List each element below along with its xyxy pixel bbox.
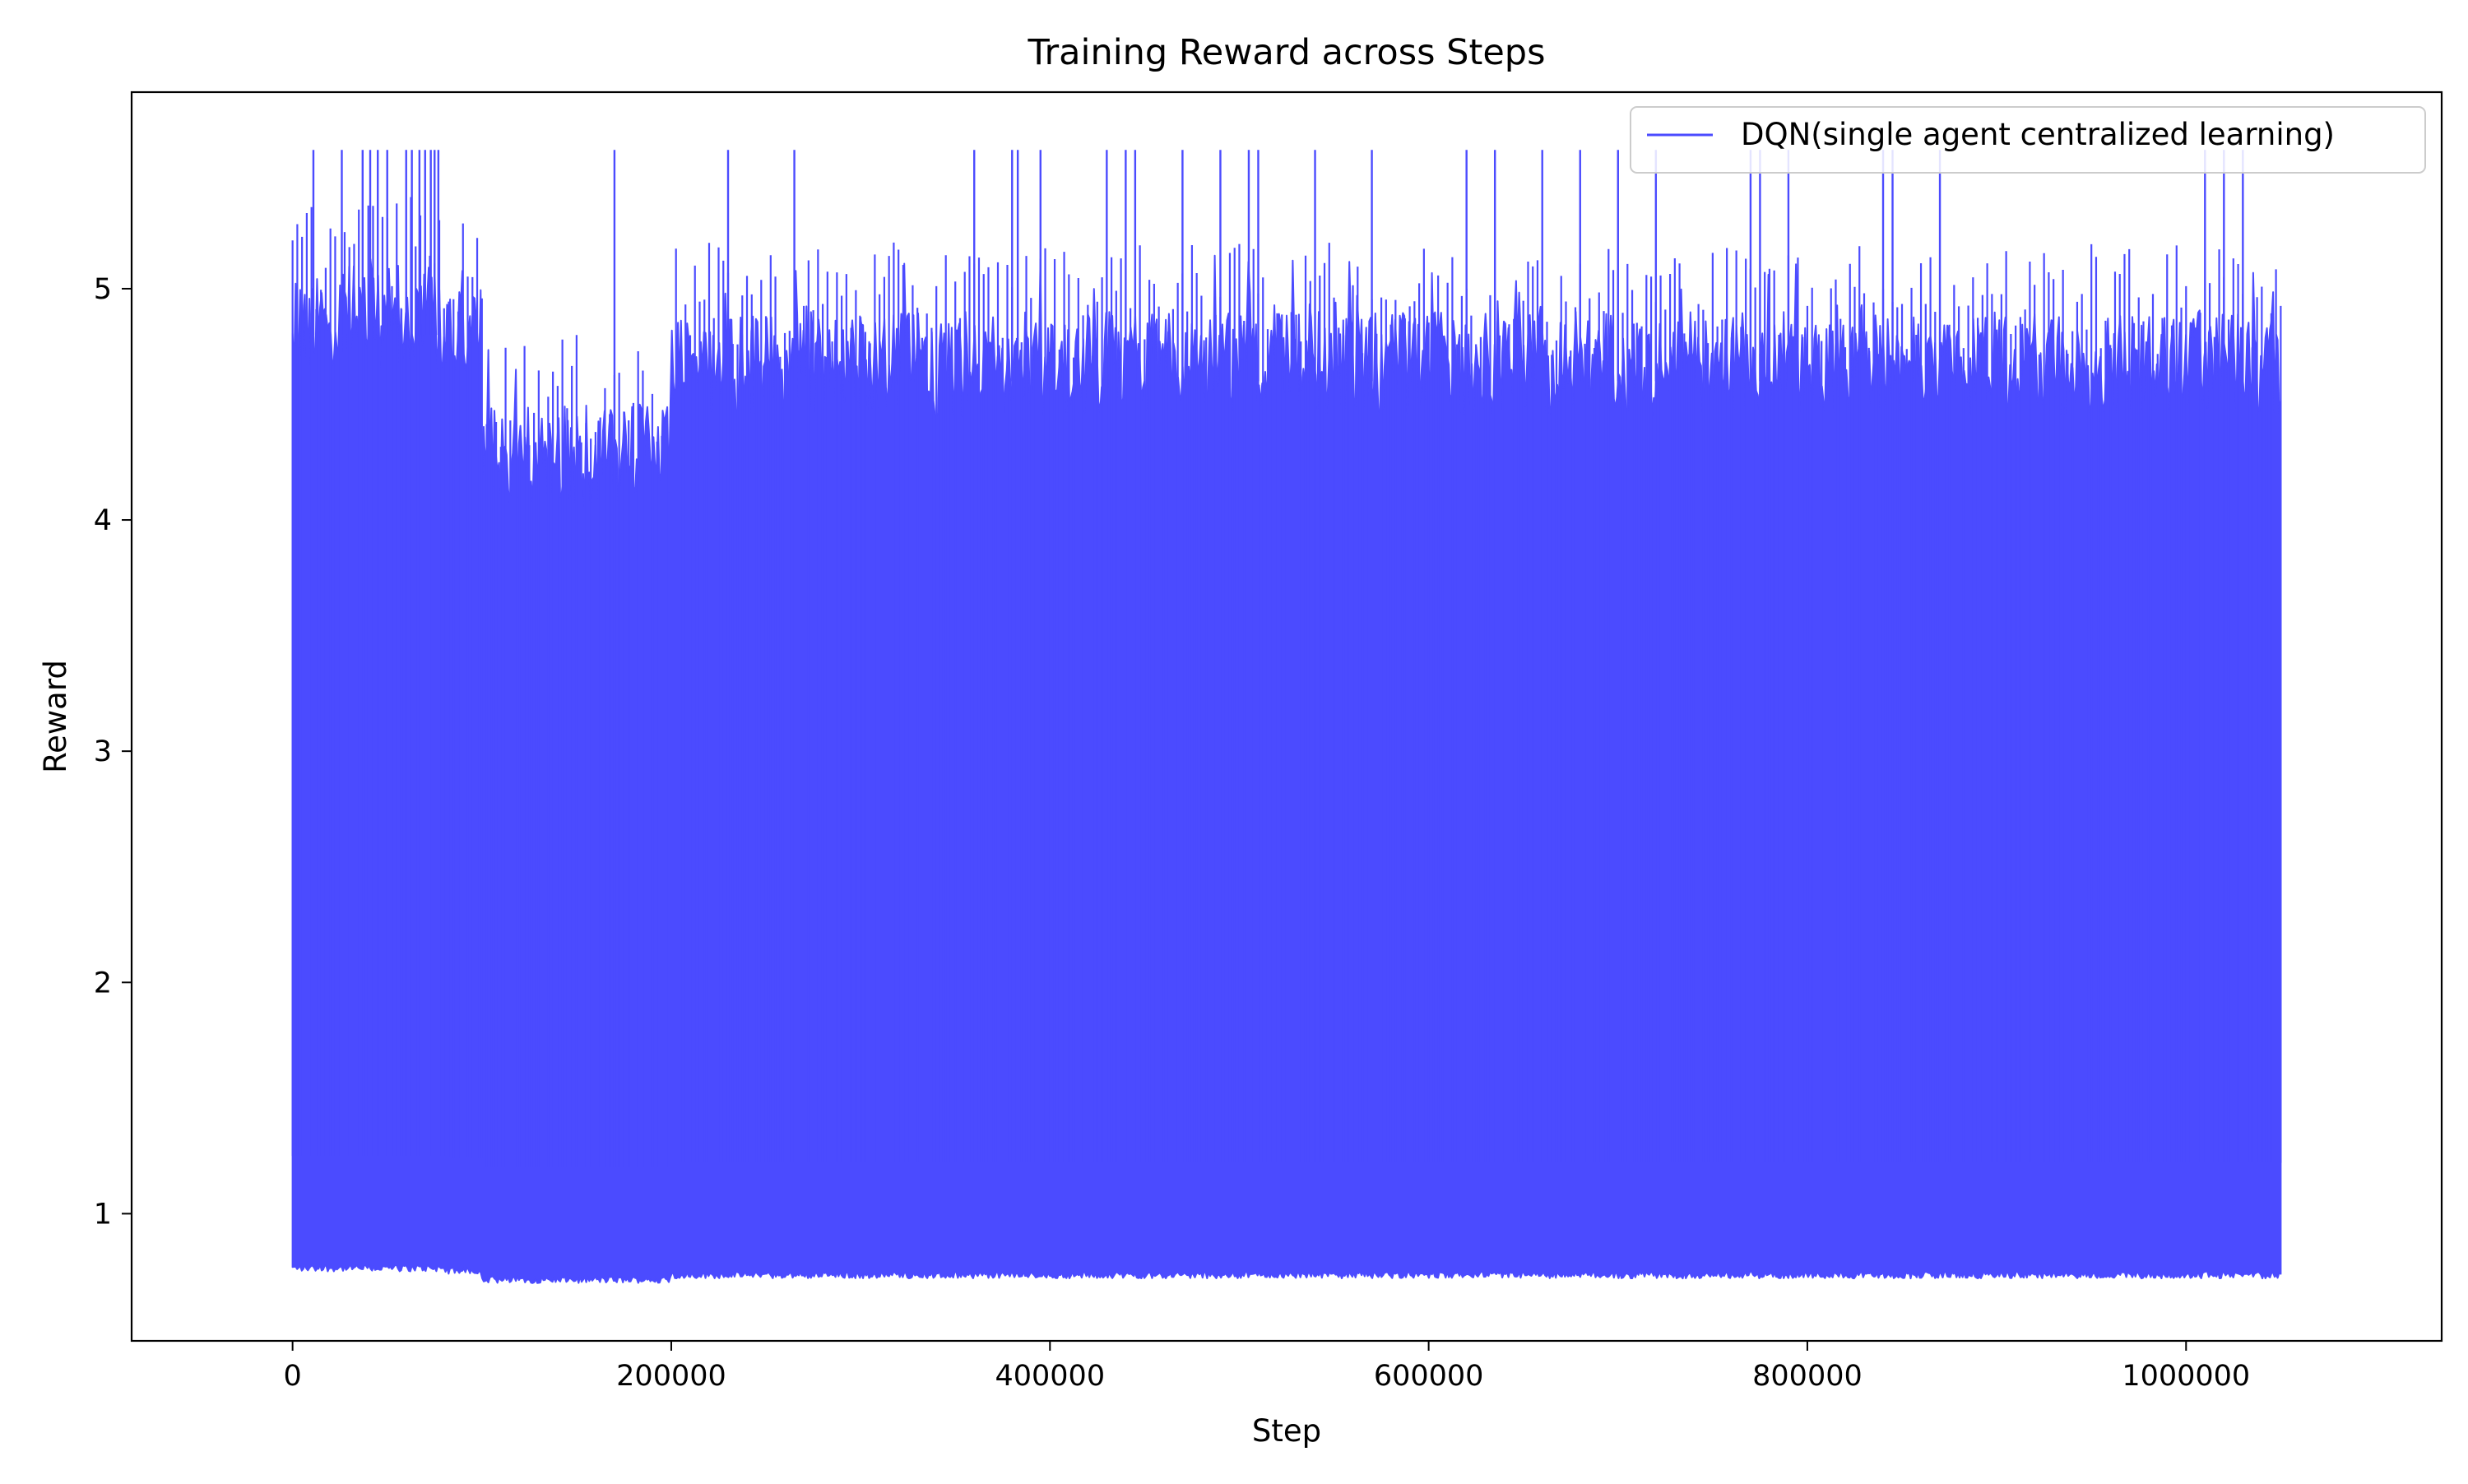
legend-box: [1630, 106, 2426, 174]
legend-label: DQN(single agent centralized learning): [1741, 117, 2335, 152]
y-axis-label: Reward: [38, 660, 73, 773]
x-tick-label: 1000000: [2122, 1360, 2250, 1393]
axes-frame: [130, 90, 2443, 1343]
x-tick-label: 200000: [616, 1360, 726, 1393]
x-tick-label: 400000: [995, 1360, 1105, 1393]
y-tick-label: 1: [94, 1198, 112, 1231]
legend: DQN(single agent centralized learning): [1630, 106, 2426, 174]
y-axis: 1 2 3 4 5: [94, 273, 132, 1231]
chart-title: Training Reward across Steps: [1028, 32, 1546, 73]
x-axis-label: Step: [1252, 1413, 1321, 1449]
x-tick-label: 800000: [1752, 1360, 1863, 1393]
x-tick-label: 600000: [1374, 1360, 1484, 1393]
y-tick-label: 2: [94, 967, 112, 999]
x-tick-label: 0: [283, 1360, 301, 1393]
plot-layer: [291, 150, 2282, 1284]
x-axis: 0 200000 400000 600000 800000 1000000: [283, 1341, 2250, 1393]
y-tick-label: 5: [94, 273, 112, 306]
y-tick-label: 4: [94, 504, 112, 537]
y-tick-label: 3: [94, 735, 112, 768]
